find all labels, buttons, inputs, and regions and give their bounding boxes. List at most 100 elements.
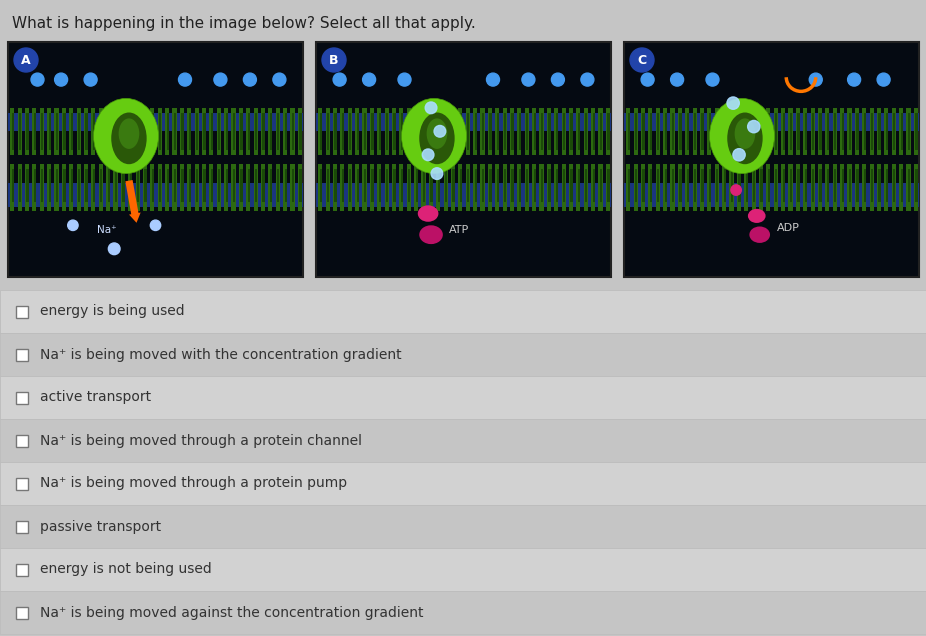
FancyBboxPatch shape (700, 107, 704, 155)
FancyBboxPatch shape (137, 113, 139, 150)
FancyBboxPatch shape (107, 169, 110, 202)
FancyBboxPatch shape (641, 107, 645, 155)
FancyBboxPatch shape (69, 107, 73, 155)
Circle shape (322, 48, 346, 72)
FancyBboxPatch shape (665, 169, 667, 202)
FancyBboxPatch shape (722, 107, 726, 155)
FancyBboxPatch shape (847, 164, 852, 211)
FancyBboxPatch shape (797, 113, 799, 150)
FancyBboxPatch shape (399, 107, 404, 155)
FancyBboxPatch shape (849, 113, 851, 150)
FancyBboxPatch shape (915, 169, 918, 202)
FancyBboxPatch shape (423, 113, 425, 150)
FancyBboxPatch shape (276, 107, 280, 155)
FancyBboxPatch shape (63, 113, 66, 150)
FancyBboxPatch shape (357, 169, 358, 202)
FancyBboxPatch shape (481, 107, 484, 155)
FancyBboxPatch shape (862, 107, 866, 155)
FancyBboxPatch shape (219, 113, 220, 150)
FancyBboxPatch shape (292, 169, 294, 202)
FancyBboxPatch shape (753, 113, 756, 150)
FancyBboxPatch shape (606, 107, 610, 155)
Circle shape (732, 149, 745, 161)
FancyBboxPatch shape (159, 169, 161, 202)
FancyBboxPatch shape (362, 164, 367, 211)
FancyBboxPatch shape (16, 434, 28, 446)
FancyBboxPatch shape (607, 169, 609, 202)
FancyBboxPatch shape (167, 169, 169, 202)
FancyBboxPatch shape (774, 107, 778, 155)
FancyBboxPatch shape (870, 107, 873, 155)
FancyBboxPatch shape (578, 169, 580, 202)
FancyBboxPatch shape (768, 169, 770, 202)
FancyBboxPatch shape (624, 183, 919, 207)
FancyBboxPatch shape (226, 113, 228, 150)
FancyBboxPatch shape (180, 107, 184, 155)
Circle shape (432, 168, 443, 179)
FancyBboxPatch shape (224, 164, 228, 211)
FancyBboxPatch shape (810, 107, 815, 155)
FancyBboxPatch shape (847, 107, 852, 155)
FancyBboxPatch shape (628, 169, 630, 202)
FancyBboxPatch shape (333, 107, 337, 155)
FancyBboxPatch shape (715, 164, 719, 211)
FancyBboxPatch shape (526, 113, 529, 150)
Circle shape (214, 73, 227, 86)
FancyBboxPatch shape (745, 169, 748, 202)
FancyBboxPatch shape (172, 164, 177, 211)
FancyBboxPatch shape (8, 183, 303, 207)
FancyBboxPatch shape (78, 113, 81, 150)
FancyBboxPatch shape (820, 113, 821, 150)
FancyBboxPatch shape (842, 113, 844, 150)
FancyBboxPatch shape (0, 290, 926, 333)
FancyBboxPatch shape (150, 107, 155, 155)
FancyBboxPatch shape (431, 113, 432, 150)
FancyBboxPatch shape (122, 113, 124, 150)
FancyBboxPatch shape (19, 169, 21, 202)
Circle shape (108, 243, 120, 254)
FancyBboxPatch shape (204, 113, 206, 150)
FancyBboxPatch shape (0, 505, 926, 548)
FancyBboxPatch shape (775, 113, 778, 150)
FancyBboxPatch shape (583, 107, 588, 155)
FancyBboxPatch shape (269, 113, 272, 150)
FancyBboxPatch shape (730, 164, 733, 211)
FancyBboxPatch shape (56, 113, 58, 150)
FancyBboxPatch shape (157, 164, 162, 211)
FancyBboxPatch shape (570, 169, 572, 202)
FancyBboxPatch shape (453, 113, 455, 150)
FancyBboxPatch shape (408, 113, 410, 150)
FancyBboxPatch shape (812, 113, 814, 150)
FancyBboxPatch shape (914, 164, 918, 211)
FancyBboxPatch shape (657, 169, 659, 202)
FancyBboxPatch shape (8, 42, 303, 277)
FancyBboxPatch shape (548, 169, 551, 202)
FancyBboxPatch shape (269, 164, 272, 211)
FancyBboxPatch shape (255, 113, 257, 150)
FancyBboxPatch shape (93, 113, 95, 150)
Ellipse shape (402, 99, 467, 174)
FancyBboxPatch shape (533, 113, 536, 150)
Text: Na⁺ is being moved through a protein channel: Na⁺ is being moved through a protein cha… (40, 434, 362, 448)
FancyBboxPatch shape (16, 305, 28, 317)
Circle shape (150, 220, 161, 230)
FancyBboxPatch shape (283, 164, 287, 211)
FancyBboxPatch shape (247, 169, 250, 202)
FancyBboxPatch shape (832, 107, 837, 155)
FancyBboxPatch shape (496, 113, 499, 150)
FancyBboxPatch shape (299, 113, 302, 150)
FancyBboxPatch shape (458, 164, 462, 211)
FancyBboxPatch shape (62, 107, 66, 155)
FancyBboxPatch shape (731, 169, 733, 202)
FancyBboxPatch shape (143, 164, 147, 211)
FancyBboxPatch shape (760, 113, 763, 150)
FancyBboxPatch shape (27, 169, 29, 202)
FancyBboxPatch shape (884, 164, 888, 211)
FancyBboxPatch shape (93, 169, 95, 202)
Text: active transport: active transport (40, 391, 151, 404)
FancyBboxPatch shape (626, 107, 631, 155)
FancyBboxPatch shape (174, 169, 176, 202)
FancyBboxPatch shape (849, 169, 851, 202)
FancyBboxPatch shape (255, 169, 257, 202)
FancyBboxPatch shape (16, 349, 28, 361)
